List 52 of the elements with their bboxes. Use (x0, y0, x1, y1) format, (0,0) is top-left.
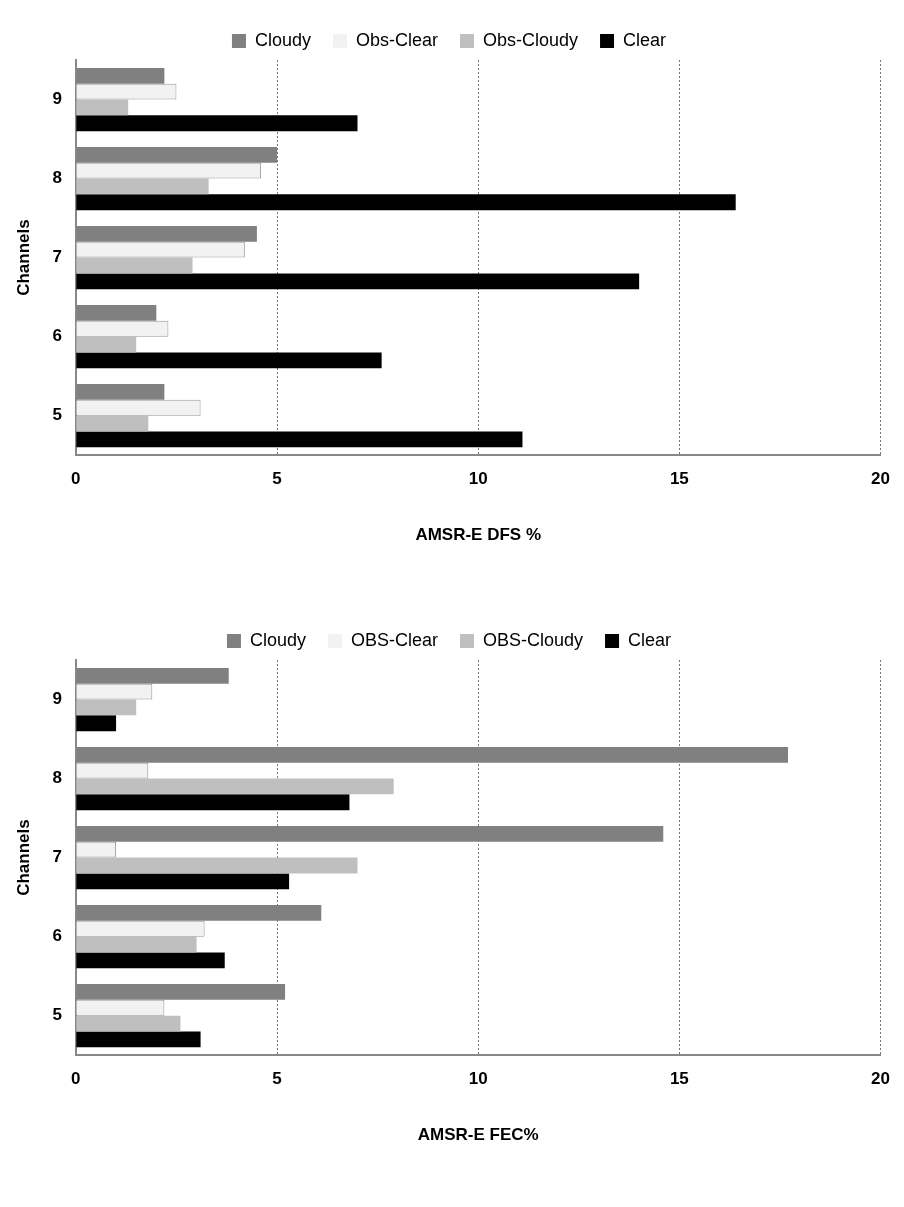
bar (76, 178, 209, 195)
bar (76, 936, 197, 953)
x-tick-label: 5 (272, 1069, 282, 1089)
x-tick-label: 15 (669, 469, 689, 489)
legend-label: OBS-Clear (350, 629, 439, 650)
y-axis-title: Channels (13, 819, 33, 896)
y-tick-label: 6 (52, 326, 62, 346)
bar (76, 273, 640, 290)
bar (76, 336, 137, 353)
bar (76, 857, 358, 874)
y-tick-label: 8 (52, 768, 62, 788)
x-tick-label: 10 (468, 469, 488, 489)
y-tick-label: 9 (52, 689, 62, 709)
bar (76, 352, 382, 369)
legend-label: Obs-Clear (355, 29, 439, 50)
x-tick-label: 0 (71, 1069, 81, 1089)
bar (76, 1031, 201, 1048)
bar (76, 699, 137, 716)
x-tick-label: 0 (71, 469, 81, 489)
y-tick-label: 5 (52, 405, 62, 425)
y-tick-label: 8 (52, 168, 62, 188)
bar (76, 778, 394, 795)
bar (76, 431, 523, 448)
bar (76, 794, 350, 811)
x-tick-label: 20 (871, 469, 891, 489)
bar (76, 99, 129, 116)
x-axis-title: AMSR-E FEC% (417, 1125, 539, 1145)
y-tick-label: 7 (52, 847, 62, 867)
legend-label: Obs-Cloudy (483, 29, 579, 50)
x-tick-label: 15 (669, 1069, 689, 1089)
legend-label: Cloudy (254, 29, 311, 50)
bar (76, 1015, 181, 1032)
bar (76, 115, 358, 132)
bar (76, 194, 736, 211)
legend-label: Clear (623, 29, 667, 50)
y-axis-title: Channels (13, 219, 33, 296)
x-tick-label: 5 (272, 469, 282, 489)
y-tick-label: 6 (52, 926, 62, 946)
legend-label: Clear (628, 629, 672, 650)
legend-label: Cloudy (249, 629, 306, 650)
y-tick-label: 7 (52, 247, 62, 267)
x-tick-label: 10 (468, 1069, 488, 1089)
bar (76, 415, 149, 432)
bar (76, 873, 290, 890)
bar (76, 715, 117, 732)
x-tick-label: 20 (871, 1069, 891, 1089)
legend-label: OBS-Cloudy (483, 629, 584, 650)
y-tick-label: 9 (52, 89, 62, 109)
x-axis-title: AMSR-E DFS % (415, 525, 542, 545)
y-tick-label: 5 (52, 1005, 62, 1025)
bar (76, 952, 225, 969)
bar (76, 257, 193, 274)
